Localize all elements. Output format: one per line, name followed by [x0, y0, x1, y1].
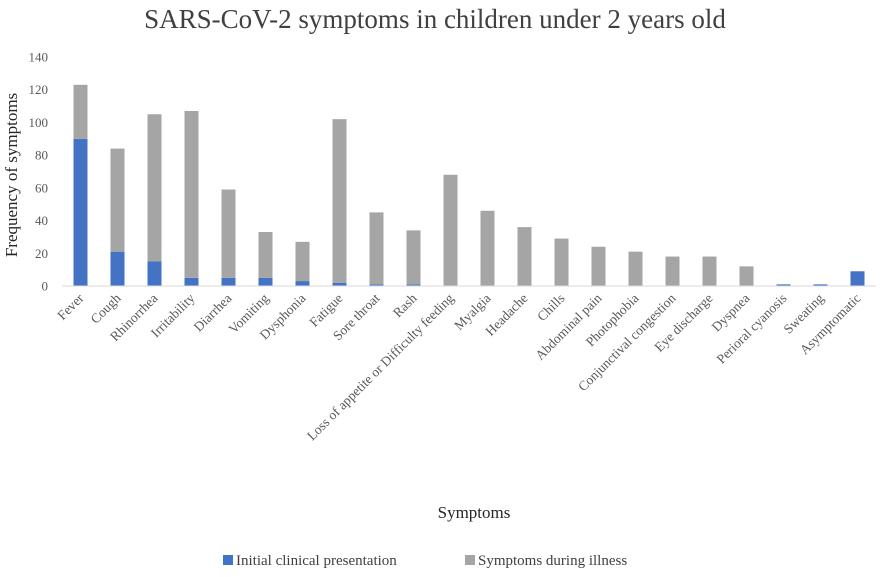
- legend: Initial clinical presentation Symptoms du…: [223, 553, 627, 569]
- bar-during-dysphonia: [295, 241, 310, 282]
- y-axis-title: Frequency of symptoms: [2, 93, 21, 257]
- legend-label: Initial clinical presentation: [236, 553, 397, 569]
- bar-initial-vomiting: [258, 277, 273, 286]
- bar-initial-fever: [73, 138, 88, 286]
- bar-during-photophobia: [628, 251, 643, 286]
- bar-during-eye-discharge: [702, 256, 717, 286]
- legend-label: Symptoms during illness: [478, 553, 627, 569]
- bar-initial-asymptomatic: [850, 271, 865, 286]
- chart-title: SARS-CoV-2 symptoms in children under 2 …: [144, 4, 726, 34]
- bar-during-conjunctival-congestion: [665, 256, 680, 286]
- bar-during-cough: [110, 148, 125, 252]
- bar-during-irritability: [184, 110, 199, 278]
- bar-initial-sweating: [813, 284, 828, 286]
- legend-swatch: [465, 555, 475, 565]
- legend-swatch: [223, 555, 233, 565]
- bar-during-headache: [517, 227, 532, 286]
- bar-during-abdominal-pain: [591, 246, 606, 286]
- bar-during-rash: [406, 230, 421, 285]
- bar-initial-sore-throat: [369, 284, 384, 286]
- bar-initial-diarrhea: [221, 277, 236, 286]
- bar-during-fatigue: [332, 119, 347, 283]
- y-tick-label: 0: [42, 279, 49, 294]
- bar-during-vomiting: [258, 232, 273, 278]
- bar-during-dyspnea: [739, 266, 754, 286]
- x-axis-tick-labels: Fever CoughRhinorrheaIrritabilityDiarrhea…: [54, 290, 863, 443]
- y-tick-label: 100: [29, 115, 49, 130]
- bar-during-chills: [554, 238, 569, 286]
- y-tick-label: 80: [35, 148, 48, 163]
- y-tick-label: 140: [29, 50, 49, 65]
- bar-initial-irritability: [184, 277, 199, 286]
- y-tick-label: 20: [35, 246, 48, 261]
- x-tick-label: Rash: [390, 290, 420, 320]
- y-tick-label: 120: [29, 82, 49, 97]
- y-tick-label: 60: [35, 180, 48, 195]
- bar-initial-cough: [110, 251, 125, 286]
- y-tick-label: 40: [35, 213, 48, 228]
- bar-initial-dysphonia: [295, 281, 310, 286]
- bar-during-myalgia: [480, 210, 495, 286]
- y-axis-ticks: 0 20 40 60 80 100 120 140: [29, 50, 49, 294]
- bars-group: [73, 84, 865, 286]
- x-tick-label: Fever: [54, 290, 87, 323]
- bar-during-loss-of-appetite-or-difficulty-feeding: [443, 174, 458, 286]
- bar-during-sore-throat: [369, 212, 384, 285]
- bar-initial-fatigue: [332, 282, 347, 286]
- bar-during-fever: [73, 84, 88, 139]
- bar-during-rhinorrhea: [147, 114, 162, 262]
- bar-during-diarrhea: [221, 189, 236, 278]
- x-axis-title: Symptoms: [438, 503, 511, 522]
- x-tick-label: Chills: [534, 291, 567, 324]
- bar-initial-rash: [406, 284, 421, 286]
- bar-initial-rhinorrhea: [147, 261, 162, 286]
- bar-initial-perioral-cyanosis: [776, 284, 791, 286]
